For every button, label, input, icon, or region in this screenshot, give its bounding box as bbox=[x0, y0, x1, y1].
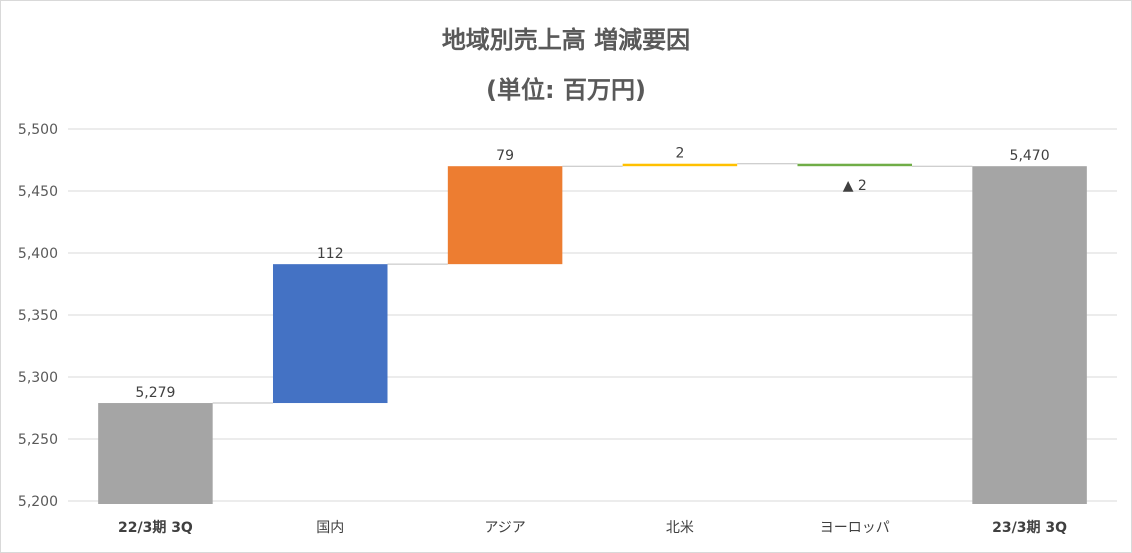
y-tick-label: 5,250 bbox=[18, 432, 58, 448]
chart-subtitle: (単位: 百万円) bbox=[486, 76, 646, 104]
y-tick-label: 5,300 bbox=[18, 370, 58, 386]
y-tick-label: 5,400 bbox=[18, 246, 58, 262]
bar bbox=[972, 166, 1087, 504]
bar bbox=[797, 163, 913, 167]
data-label: 112 bbox=[317, 246, 344, 262]
y-tick-label: 5,200 bbox=[18, 494, 58, 510]
x-category-label: アジア bbox=[484, 520, 525, 536]
y-tick-label: 5,500 bbox=[18, 122, 58, 138]
x-category-label: 北米 bbox=[666, 520, 694, 536]
data-label: ▲ 2 bbox=[843, 178, 867, 194]
bar bbox=[272, 264, 388, 404]
chart-title: 地域別売上高 増減要因 bbox=[441, 26, 691, 54]
x-category-label: 国内 bbox=[316, 520, 344, 536]
data-label: 5,470 bbox=[1010, 148, 1050, 164]
bar bbox=[98, 403, 213, 504]
y-tick-label: 5,450 bbox=[18, 184, 58, 200]
bar bbox=[622, 163, 738, 167]
bar bbox=[447, 166, 563, 265]
data-label: 5,279 bbox=[135, 385, 175, 401]
data-label: 79 bbox=[496, 148, 514, 164]
x-category-label: ヨーロッパ bbox=[820, 520, 890, 536]
data-label: 2 bbox=[675, 146, 684, 162]
x-category-label: 23/3期 3Q bbox=[992, 520, 1067, 536]
y-tick-label: 5,350 bbox=[18, 308, 58, 324]
x-category-label: 22/3期 3Q bbox=[118, 520, 193, 536]
